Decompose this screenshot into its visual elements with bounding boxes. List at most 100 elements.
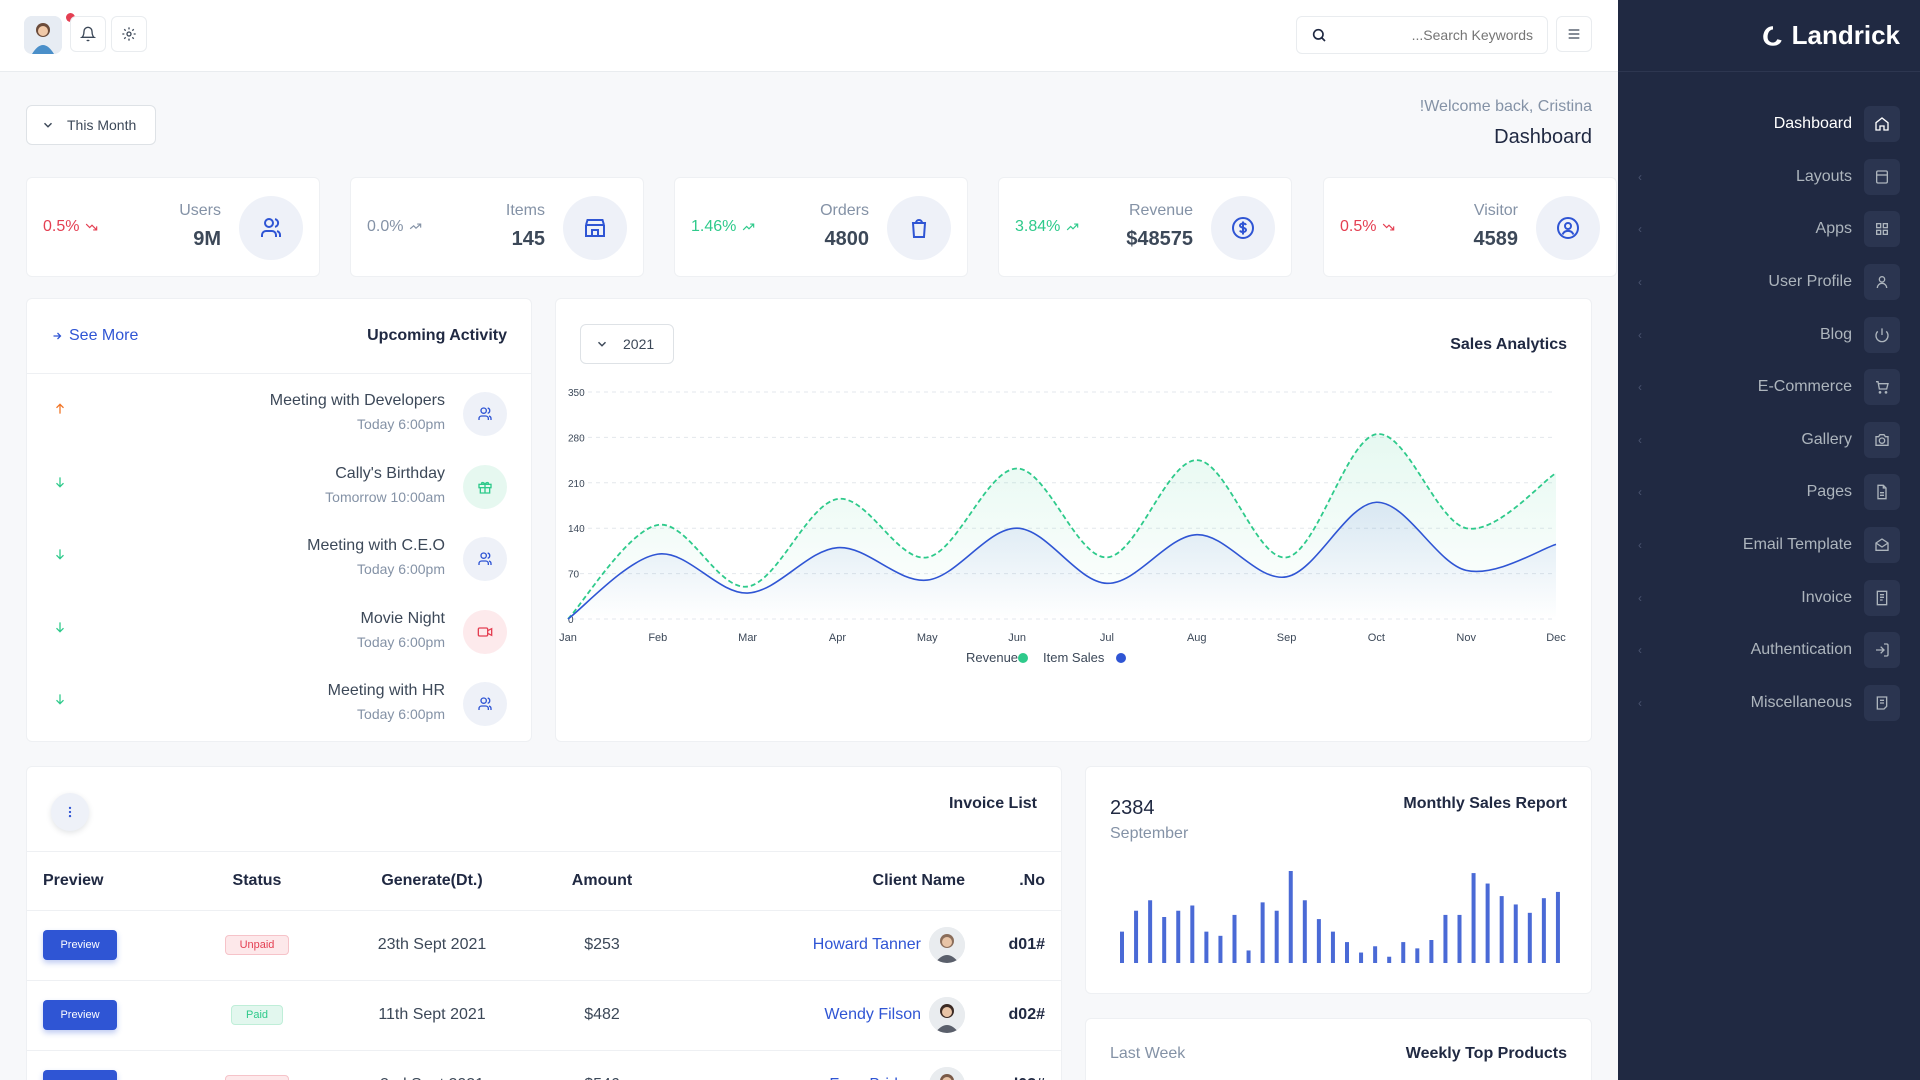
invoice-row: Preview Paid 11th Sept 2021 $482 Wendy Filso… xyxy=(27,980,1061,1051)
activity-title: Meeting with C.E.O xyxy=(307,537,445,554)
stat-value: 4589 xyxy=(1473,228,1519,250)
col-amount: Amount xyxy=(537,852,667,911)
activity-item[interactable]: Meeting with C.E.O Today 6:00pm xyxy=(27,519,531,592)
sales-bar[interactable] xyxy=(1499,896,1504,963)
sales-bar[interactable] xyxy=(1162,917,1167,963)
sales-bar[interactable] xyxy=(1359,952,1364,963)
search-icon[interactable] xyxy=(1311,27,1327,43)
camera-icon xyxy=(1875,433,1889,446)
brand-logo[interactable]: Landrick xyxy=(1618,0,1920,72)
stat-value: $48575 xyxy=(1126,228,1193,250)
sales-bar[interactable] xyxy=(1232,914,1237,963)
store-icon xyxy=(585,219,605,237)
sales-bar[interactable] xyxy=(1555,891,1560,963)
sidebar-item-apps[interactable]: ‹ Apps xyxy=(1618,203,1920,256)
stat-change: 0.5% xyxy=(1340,218,1396,236)
activity-title: Cally's Birthday xyxy=(335,464,445,482)
sales-bar[interactable] xyxy=(1443,914,1448,963)
year-dropdown[interactable]: 2021 xyxy=(580,324,674,364)
settings-button[interactable] xyxy=(111,16,147,52)
sales-bar[interactable] xyxy=(1513,904,1518,963)
sidebar-item-blog[interactable]: ‹ Blog xyxy=(1618,308,1920,361)
notification-button[interactable] xyxy=(70,16,106,52)
search-input[interactable] xyxy=(1353,27,1533,43)
series-line-item-sales[interactable] xyxy=(567,501,1557,620)
sidebar-item-authentication[interactable]: ‹ Authentication xyxy=(1618,624,1920,677)
sidebar-item-miscellaneous[interactable]: ‹ Miscellaneous xyxy=(1618,677,1920,730)
sales-bar[interactable] xyxy=(1541,898,1546,963)
sales-bar[interactable] xyxy=(1330,931,1335,963)
sales-bar[interactable] xyxy=(1401,942,1406,963)
sidebar-icon-wrap xyxy=(1864,684,1900,721)
legend-marker[interactable] xyxy=(1018,653,1028,663)
sales-bar[interactable] xyxy=(1176,910,1181,963)
stat-change-value: 0.5% xyxy=(1340,218,1377,235)
menu-toggle-button[interactable] xyxy=(1556,16,1592,52)
activity-item[interactable]: Meeting with Developers Today 6:00pm xyxy=(27,374,531,447)
x-tick-label: May xyxy=(917,632,938,644)
users-icon xyxy=(478,552,492,565)
invoice-options-button[interactable] xyxy=(51,793,89,831)
sidebar-item-e-commerce[interactable]: ‹ E-Commerce xyxy=(1618,361,1920,414)
stat-label: Visitor xyxy=(1473,202,1518,219)
sales-bar[interactable] xyxy=(1218,935,1223,963)
preview-button[interactable]: Preview xyxy=(43,1070,117,1080)
sidebar-icon-wrap xyxy=(1864,106,1900,143)
sales-bar[interactable] xyxy=(1120,931,1124,963)
sidebar-item-user-profile[interactable]: ‹ User Profile xyxy=(1618,256,1920,309)
client-link[interactable]: Howard Tanner xyxy=(813,927,965,963)
sales-bar[interactable] xyxy=(1457,914,1462,963)
see-more-link[interactable]: See More xyxy=(51,327,138,345)
sales-bar[interactable] xyxy=(1429,940,1434,963)
sidebar-item-gallery[interactable]: ‹ Gallery xyxy=(1618,414,1920,467)
period-dropdown[interactable]: This Month xyxy=(26,105,156,145)
sales-bar[interactable] xyxy=(1373,946,1378,963)
sales-bar[interactable] xyxy=(1302,900,1307,963)
sales-bar[interactable] xyxy=(1485,883,1490,963)
series-line-revenue[interactable] xyxy=(567,433,1557,620)
client-link[interactable]: Wendy Filson xyxy=(824,997,965,1033)
stat-change-value: 1.46% xyxy=(691,218,737,235)
sidebar-item-label: User Profile xyxy=(1768,273,1852,291)
activity-item[interactable]: Movie Night Today 6:00pm xyxy=(27,592,531,665)
sales-bar[interactable] xyxy=(1190,905,1195,964)
preview-button[interactable]: Preview xyxy=(43,930,117,960)
upcoming-activity-card: See More Upcoming Activity Meeting with … xyxy=(26,298,532,742)
gift-icon xyxy=(478,481,492,494)
sales-bar[interactable] xyxy=(1204,931,1209,963)
sales-bar[interactable] xyxy=(1415,948,1420,963)
invoice-date: 2nd Sept 2021 xyxy=(327,1050,537,1080)
sales-bar[interactable] xyxy=(1345,942,1349,963)
trend-up-icon xyxy=(1067,223,1079,231)
sales-bar[interactable] xyxy=(1527,912,1532,963)
preview-button[interactable]: Preview xyxy=(43,1000,117,1030)
sidebar-item-dashboard[interactable]: Dashboard xyxy=(1618,98,1920,151)
legend-marker[interactable] xyxy=(1116,653,1126,663)
user-avatar[interactable] xyxy=(24,16,62,54)
sales-bar[interactable] xyxy=(1471,873,1476,963)
sales-bar[interactable] xyxy=(1246,950,1251,963)
sidebar-item-label: Miscellaneous xyxy=(1750,693,1852,711)
sales-bar[interactable] xyxy=(1316,919,1321,963)
chevron-left-icon: ‹ xyxy=(1638,590,1642,605)
sidebar-item-invoice[interactable]: ‹ Invoice xyxy=(1618,571,1920,624)
search-box xyxy=(1296,16,1548,54)
chevron-left-icon: ‹ xyxy=(1638,380,1642,395)
invoice-date: 23th Sept 2021 xyxy=(327,910,537,981)
sidebar-item-label: Pages xyxy=(1806,483,1852,501)
x-tick-label: Jul xyxy=(1100,632,1114,644)
activity-item[interactable]: Cally's Birthday Tomorrow 10:00am xyxy=(27,447,531,520)
client-link[interactable]: Faye Bridger xyxy=(829,1067,965,1080)
sidebar-item-layouts[interactable]: ‹ Layouts xyxy=(1618,151,1920,204)
sidebar-item-pages[interactable]: ‹ Pages xyxy=(1618,466,1920,519)
activity-item[interactable]: Meeting with HR Today 6:00pm xyxy=(27,664,531,737)
sales-bar[interactable] xyxy=(1260,902,1265,963)
sidebar-item-label: Email Template xyxy=(1742,536,1852,554)
sidebar-item-email-template[interactable]: ‹ Email Template xyxy=(1618,519,1920,572)
sales-bar[interactable] xyxy=(1387,956,1392,963)
sales-bar[interactable] xyxy=(1288,871,1293,963)
page-title: Dashboard xyxy=(1494,126,1592,148)
sales-bar[interactable] xyxy=(1148,900,1153,963)
sales-bar[interactable] xyxy=(1274,910,1279,963)
sales-bar[interactable] xyxy=(1134,910,1139,963)
